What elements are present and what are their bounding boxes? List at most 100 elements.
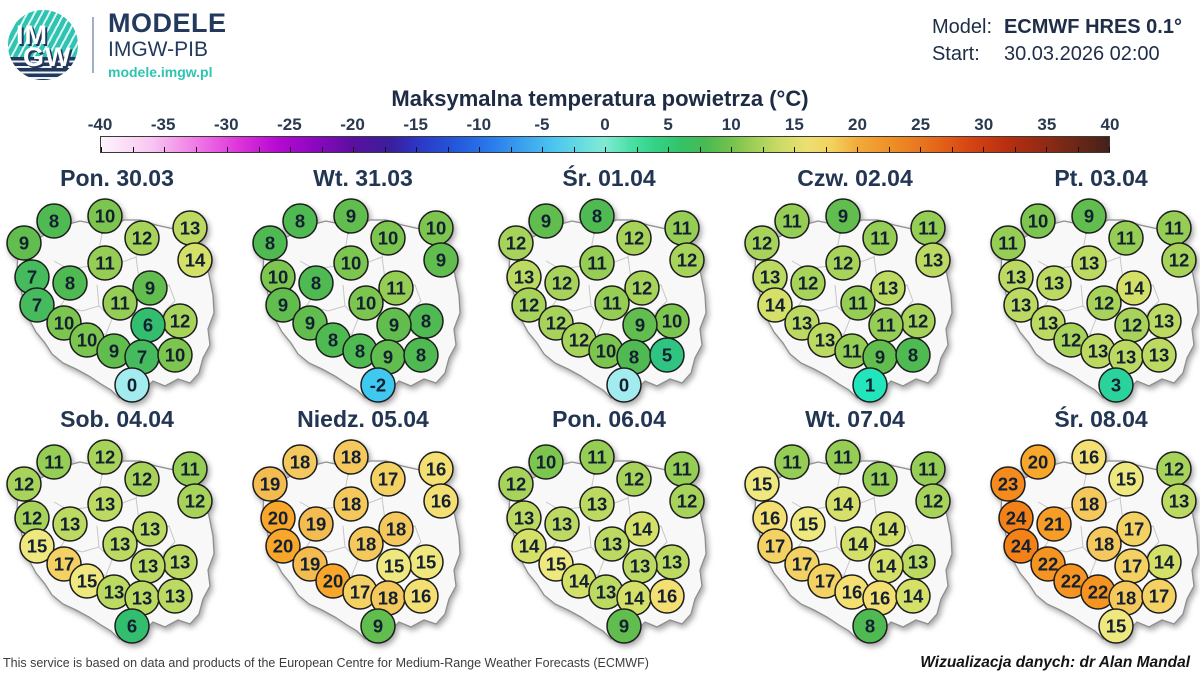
colorbar-tick: [636, 147, 638, 153]
temperature-value: 12: [506, 473, 527, 494]
temperature-value: 18: [356, 533, 377, 554]
temperature-value: 14: [569, 570, 590, 591]
brand-org: IMGW-PIB: [108, 37, 208, 61]
header: IM GW MODELE IMGW-PIB modele.imgw.pl Mod…: [0, 0, 1200, 86]
temperature-value: 18: [290, 451, 311, 472]
colorbar-tick: [1077, 147, 1079, 153]
temperature-point: [1098, 608, 1134, 644]
colorbar-tick: [762, 147, 764, 153]
temperature-value: 13: [1006, 267, 1027, 288]
temperature-value: 9: [436, 250, 446, 271]
colorbar-tick-label: -35: [150, 115, 176, 135]
temperature-point: [1086, 526, 1122, 562]
temperature-value: 10: [356, 293, 377, 314]
temperature-value: 11: [602, 293, 622, 314]
temperature-value: 11: [870, 468, 890, 489]
temperature-value: 11: [782, 211, 802, 232]
brand-text: MODELE IMGW-PIB modele.imgw.pl: [108, 9, 227, 81]
brand-url-link[interactable]: modele.imgw.pl: [108, 64, 213, 81]
temperature-value: 12: [833, 253, 854, 274]
temperature-point: [265, 528, 301, 564]
temperature-point: [1071, 439, 1107, 475]
temperature-value: 13: [1116, 347, 1137, 368]
temperature-point: [1071, 245, 1107, 281]
temperature-value: 11: [870, 228, 890, 249]
temperature-value: 15: [27, 535, 48, 556]
map-title: Wt. 31.03: [313, 165, 413, 192]
temperature-point: [52, 265, 88, 301]
temperature-value: 13: [1088, 341, 1109, 362]
model-value: ECMWF HRES 0.1°: [1003, 16, 1182, 38]
temperature-point: [157, 337, 193, 373]
temperature-value: 1: [865, 375, 875, 396]
temperature-value: 13: [514, 507, 535, 528]
forecast-map-cell: Wt. 31.03 8 8 9 10 10 10 9 10 8 11 9 10 8 9 9 8 8 9 8 -2: [246, 166, 492, 407]
temperature-value: 9: [145, 278, 155, 299]
temperature-point: [870, 511, 906, 547]
temperature-point: [333, 486, 369, 522]
temperature-value: 13: [1044, 273, 1065, 294]
temperature-value: 10: [77, 330, 98, 351]
temperature-point: [544, 265, 580, 301]
colorbar-tick: [983, 147, 985, 153]
temperature-value: 8: [49, 211, 59, 232]
temperature-point: [333, 198, 369, 234]
colorbar-tick: [227, 147, 229, 153]
temperature-point: [744, 466, 780, 502]
temperature-value: 11: [672, 218, 692, 239]
temperature-value: 5: [662, 345, 672, 366]
colorbar-labels: -40 -35 -30 -25 -20 -15 -10 -5 0 5 10 15 20 25 30 35 40: [88, 115, 1120, 136]
temperature-value: 10: [268, 267, 289, 288]
colorbar-tick: [951, 147, 953, 153]
temperature-point: [132, 511, 168, 547]
temperature-point: [862, 220, 898, 256]
logo-text-im: IM: [16, 20, 48, 51]
temperature-value: 12: [1122, 315, 1143, 336]
temperature-point: [498, 225, 534, 261]
temperature-value: 15: [546, 553, 567, 574]
temperature-point: [1116, 270, 1152, 306]
colorbar-tick: [132, 147, 134, 153]
temperature-point: [606, 367, 642, 403]
temperature-point: [403, 578, 439, 614]
temperature-value: 9: [19, 233, 29, 254]
temperature-value: 17: [1122, 555, 1143, 576]
map-title: Niedz. 05.04: [297, 406, 429, 433]
forecast-map-cell: Czw. 02.04 12 11 9 11 11 12 13 13 12 13 14 11 12 13 11 1…: [738, 166, 984, 407]
temperature-value: 23: [998, 473, 1019, 494]
temperature-point: [990, 466, 1026, 502]
temperature-point: [915, 242, 951, 278]
temperature-value: 10: [165, 345, 186, 366]
temperature-point: [1036, 506, 1072, 542]
temperature-value: 9: [109, 341, 119, 362]
temperature-point: [669, 483, 705, 519]
temperature-point: [544, 506, 580, 542]
temperature-point: [403, 337, 439, 373]
colorbar-tick: [731, 147, 733, 153]
temperature-value: 18: [1116, 587, 1137, 608]
temperature-value: 11: [672, 458, 692, 479]
temperature-value: 8: [65, 273, 75, 294]
temperature-point: [498, 466, 534, 502]
temperature-point: [52, 506, 88, 542]
temperature-value: 22: [1061, 570, 1082, 591]
colorbar-tick-label: 25: [911, 115, 931, 135]
temperature-value: 12: [1094, 293, 1115, 314]
colorbar-tick-label: -10: [466, 115, 492, 135]
colorbar-tick: [920, 147, 922, 153]
forecast-map-cell: Śr. 01.04 12 9 8 12 11 11 12 13 12 12 12 11 10 12 9 12 10…: [492, 166, 738, 407]
temperature-value: 17: [350, 581, 371, 602]
temperature-value: 13: [878, 278, 899, 299]
temperature-value: 10: [95, 206, 116, 227]
temperature-value: 10: [596, 341, 617, 362]
temperature-point: [1003, 287, 1039, 323]
temperature-value: 20: [1028, 451, 1049, 472]
temperature-value: 15: [752, 473, 773, 494]
temperature-value: 20: [323, 570, 344, 591]
temperature-value: 14: [848, 533, 869, 554]
temperature-value: 13: [140, 518, 161, 539]
temperature-value: 11: [998, 233, 1018, 254]
temperature-value: 14: [876, 555, 897, 576]
temperature-value: 9: [383, 347, 393, 368]
temperature-value: 11: [180, 458, 200, 479]
